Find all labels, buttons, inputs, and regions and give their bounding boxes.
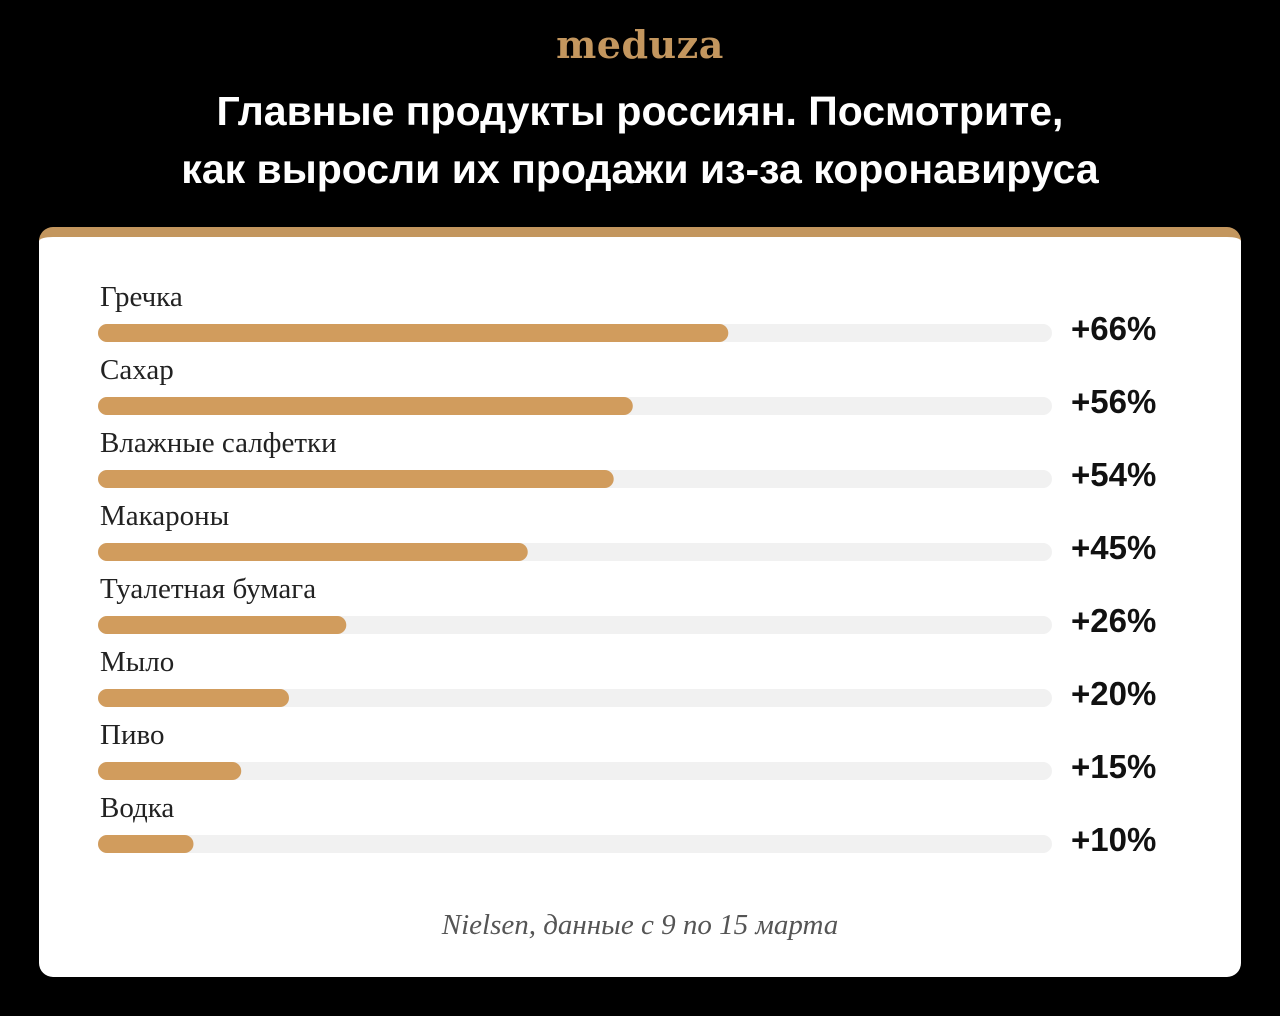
value-label: +10%	[1071, 821, 1156, 858]
bar	[98, 616, 347, 634]
category-label: Туалетная бумага	[100, 573, 316, 605]
bar-track	[98, 762, 1052, 780]
meduza-logo: meduza	[556, 22, 724, 67]
bar	[98, 543, 528, 561]
value-label: +20%	[1071, 675, 1156, 712]
category-label: Сахар	[100, 354, 174, 386]
category-label: Пиво	[100, 719, 164, 751]
category-label: Водка	[100, 792, 174, 824]
bar-track	[98, 835, 1052, 853]
bar-track	[98, 689, 1052, 707]
chart-title-line-2: как выросли их продажи из-за коронавирус…	[181, 146, 1099, 192]
category-label: Мыло	[100, 646, 174, 678]
category-label: Гречка	[100, 281, 183, 313]
value-label: +26%	[1071, 602, 1156, 639]
value-label: +66%	[1071, 310, 1156, 347]
bar	[98, 397, 633, 415]
chart-title: Главные продукты россиян. Посмотрите, ка…	[0, 82, 1280, 198]
bar-chart: Гречка +66% Сахар +56% Влажные салфетки +54% М…	[98, 281, 1156, 858]
chart-title-line-1: Главные продукты россиян. Посмотрите,	[216, 88, 1064, 134]
chart-card: Гречка +66% Сахар +56% Влажные салфетки +54% М…	[39, 227, 1241, 977]
bar	[98, 324, 729, 342]
value-label: +15%	[1071, 748, 1156, 785]
value-label: +54%	[1071, 456, 1156, 493]
bar	[98, 689, 289, 707]
category-label: Макароны	[100, 500, 229, 532]
bar	[98, 835, 194, 853]
source-note: Nielsen, данные с 9 по 15 марта	[441, 909, 839, 941]
bar	[98, 470, 614, 488]
bar	[98, 762, 242, 780]
value-label: +45%	[1071, 529, 1156, 566]
category-label: Влажные салфетки	[100, 427, 337, 459]
value-label: +56%	[1071, 383, 1156, 420]
